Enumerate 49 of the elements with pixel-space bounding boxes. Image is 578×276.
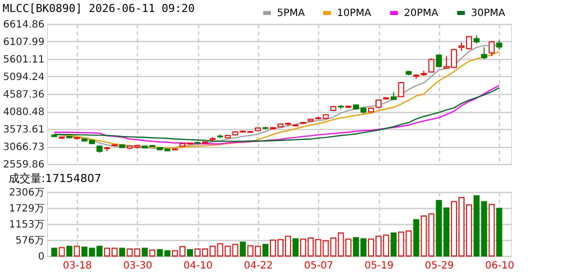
y-tick-label: 6107.99: [3, 37, 44, 48]
candlestick: [398, 82, 404, 98]
bar: [66, 246, 72, 256]
y-tick-label: 2306万: [9, 188, 44, 198]
bar: [232, 244, 238, 256]
y-tick-label: 6614.86: [3, 20, 44, 30]
x-tick-label: 06-10: [485, 260, 514, 272]
legend-label: 5PMA: [277, 8, 306, 19]
bar: [292, 238, 299, 256]
y-tick-label: 5094.24: [3, 72, 44, 83]
x-tick-label: 05-29: [424, 260, 454, 272]
y-tick-label: 1729万: [9, 204, 44, 215]
x-tick-label: 04-10: [184, 260, 213, 272]
x-tick-label: 03-18: [62, 260, 92, 272]
bar: [390, 232, 397, 256]
x-tick-label: 05-07: [304, 260, 334, 272]
bar: [187, 249, 194, 256]
bar: [51, 248, 58, 256]
bar: [262, 244, 268, 256]
y-tick-label: 5601.11: [3, 54, 44, 66]
y-tick-label: 4587.36: [3, 90, 44, 100]
bar: [496, 208, 502, 256]
y-tick-label: 3573.61: [3, 124, 44, 136]
bar: [488, 204, 495, 256]
legend-label: 30PMA: [471, 8, 506, 19]
candlestick: [428, 58, 434, 74]
y-tick-label: 4080.48: [3, 107, 44, 118]
bar: [119, 248, 126, 256]
candlestick: [488, 40, 495, 57]
chart-title: MLCC[BK0890] 2026-06-11 09:20: [2, 2, 195, 15]
y-tick-label: 576万: [15, 236, 44, 247]
legend-label: 10PMA: [337, 8, 372, 19]
bar: [240, 242, 246, 256]
x-tick-label: 04-22: [244, 260, 273, 272]
chart-title: 成交量:17154807: [8, 172, 102, 185]
bar: [149, 250, 156, 256]
bar: [58, 247, 65, 256]
legend-label: 20PMA: [404, 8, 438, 19]
y-tick-label: 2559.86: [3, 160, 44, 170]
x-tick-label: 05-19: [364, 260, 394, 272]
y-tick-label: 1153万: [9, 220, 44, 230]
candlestick: [481, 46, 488, 60]
candlestick: [496, 40, 502, 50]
bar: [74, 246, 80, 256]
y-tick-label: 3066.73: [3, 142, 44, 153]
bar: [142, 248, 148, 256]
x-tick-label: 03-30: [123, 260, 152, 272]
bar: [413, 219, 420, 256]
y-tick-label: 0: [38, 252, 44, 262]
